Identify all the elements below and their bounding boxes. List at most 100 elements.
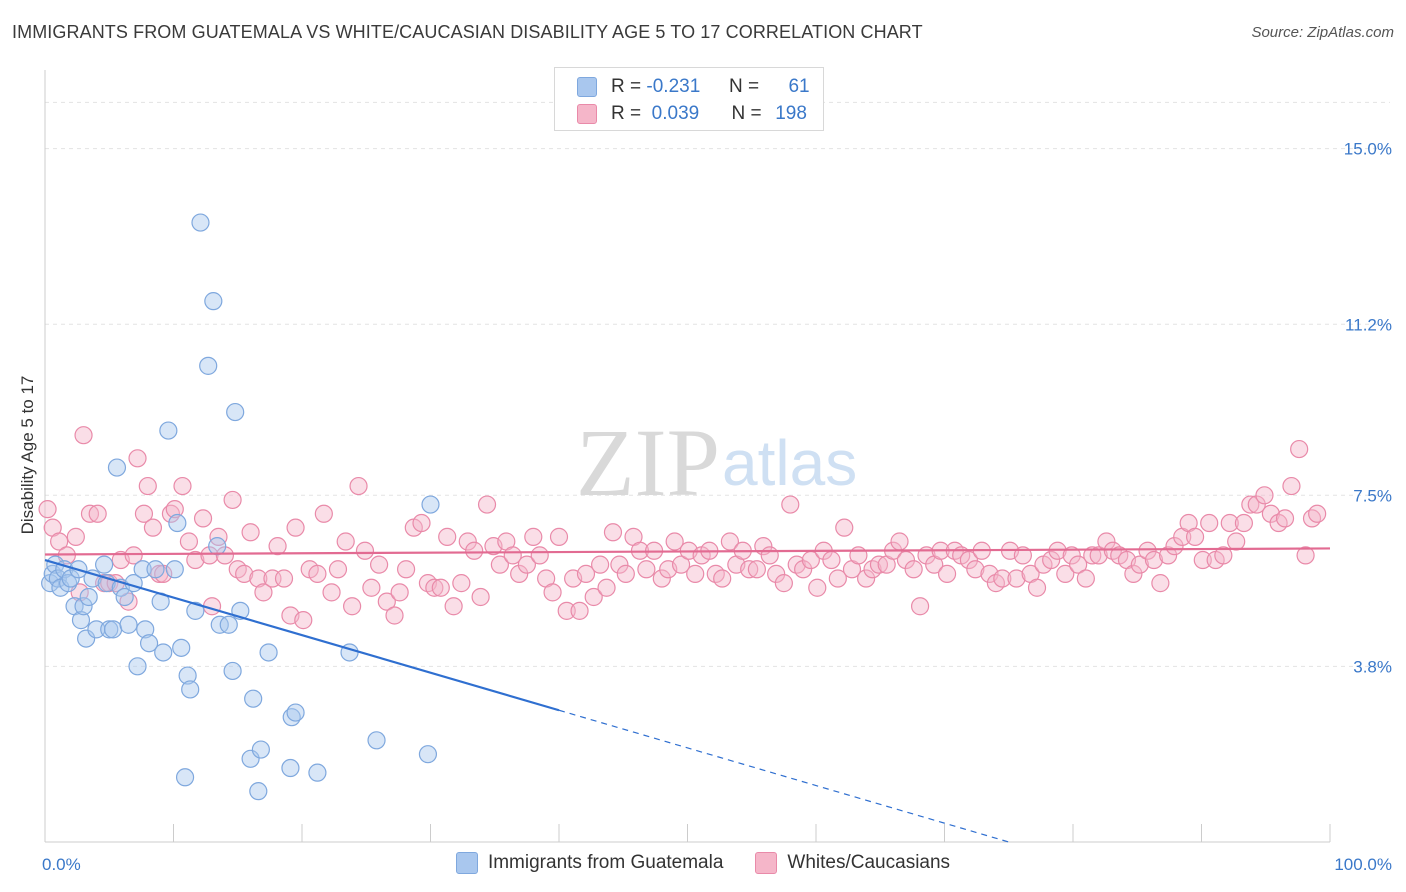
point-whites xyxy=(530,546,549,565)
point-whites xyxy=(570,601,589,620)
point-whites xyxy=(396,560,416,579)
point-guatemala xyxy=(136,620,155,639)
point-whites xyxy=(349,476,368,496)
point-guatemala xyxy=(61,569,80,588)
point-guatemala xyxy=(159,421,178,440)
point-whites xyxy=(686,564,705,583)
point-guatemala xyxy=(107,458,127,477)
point-whites xyxy=(1220,513,1239,533)
watermark-zip: ZIP xyxy=(576,409,720,516)
point-whites xyxy=(1200,513,1219,533)
legend-n-label: N = xyxy=(731,103,762,124)
point-guatemala xyxy=(249,782,268,801)
point-guatemala xyxy=(79,587,98,607)
point-whites xyxy=(377,592,396,611)
point-guatemala xyxy=(168,513,187,533)
point-whites xyxy=(774,574,793,593)
point-guatemala xyxy=(172,638,191,657)
point-guatemala xyxy=(115,587,134,607)
point-whites xyxy=(134,504,154,523)
point-guatemala xyxy=(244,689,263,708)
point-whites xyxy=(465,541,484,560)
point-whites xyxy=(1214,546,1233,565)
point-whites xyxy=(385,606,404,625)
legend-item-guatemala: Immigrants from Guatemala xyxy=(455,852,724,874)
point-whites xyxy=(390,583,409,602)
point-whites xyxy=(308,564,327,583)
point-whites xyxy=(576,564,596,583)
point-whites xyxy=(597,578,616,597)
legend-row-guatemala: R = -0.231 N = 61 xyxy=(577,74,810,100)
trend-line-guatemala xyxy=(44,558,560,712)
point-whites xyxy=(355,541,375,560)
point-whites xyxy=(1056,564,1075,583)
point-guatemala xyxy=(204,292,223,311)
point-guatemala xyxy=(367,731,386,750)
point-guatemala xyxy=(74,597,93,616)
point-whites xyxy=(444,597,463,616)
point-guatemala xyxy=(208,537,227,556)
trend-line-whites xyxy=(44,547,1331,556)
point-whites xyxy=(1193,550,1212,570)
point-whites xyxy=(781,495,800,514)
point-whites xyxy=(510,564,529,583)
legend-swatch-whites xyxy=(577,104,597,124)
point-whites xyxy=(209,527,228,546)
point-whites xyxy=(1227,532,1246,551)
point-whites xyxy=(993,569,1012,588)
point-whites xyxy=(910,597,930,616)
point-guatemala xyxy=(165,560,184,579)
point-whites xyxy=(1247,495,1266,514)
legend-swatch-whites xyxy=(755,852,778,874)
point-guatemala xyxy=(191,213,210,232)
point-whites xyxy=(584,587,603,607)
point-guatemala xyxy=(281,758,300,778)
point-guatemala xyxy=(259,643,278,662)
point-whites xyxy=(322,583,341,602)
point-whites xyxy=(254,583,273,602)
trend-lines xyxy=(44,547,1331,843)
point-guatemala xyxy=(226,402,245,422)
point-guatemala xyxy=(128,657,147,676)
point-whites xyxy=(890,532,909,551)
point-guatemala xyxy=(146,560,165,579)
point-whites xyxy=(1308,504,1327,523)
point-whites xyxy=(1083,546,1102,565)
point-whites xyxy=(343,597,362,616)
point-guatemala xyxy=(139,634,159,653)
point-whites xyxy=(959,550,979,570)
y-tick-label: 7.5% xyxy=(1353,486,1392,505)
point-whites xyxy=(274,569,294,588)
point-whites xyxy=(1255,486,1274,505)
point-whites xyxy=(286,518,305,537)
point-guatemala xyxy=(199,356,218,375)
point-whites xyxy=(1130,555,1149,574)
y-tick-label: 3.8% xyxy=(1353,657,1392,676)
legend-r-value: 0.039 xyxy=(651,103,700,124)
point-whites xyxy=(1062,546,1081,565)
point-guatemala xyxy=(95,555,114,574)
point-whites xyxy=(1042,550,1061,570)
point-whites xyxy=(603,523,623,542)
legend-label-guatemala: Immigrants from Guatemala xyxy=(487,852,724,873)
point-whites xyxy=(223,490,242,510)
point-whites xyxy=(1296,546,1315,565)
point-whites xyxy=(193,509,213,528)
point-whites xyxy=(652,569,671,588)
point-whites xyxy=(822,550,841,570)
point-guatemala xyxy=(175,768,195,787)
point-whites xyxy=(370,555,389,574)
point-whites xyxy=(616,564,635,583)
point-whites xyxy=(794,560,813,579)
legend-r-value: -0.231 xyxy=(646,76,701,97)
point-whites xyxy=(80,504,100,523)
point-whites xyxy=(452,574,471,593)
point-whites xyxy=(1138,541,1157,560)
point-whites xyxy=(1089,546,1108,565)
series-legend: Immigrants from Guatemala Whites/Caucasi… xyxy=(0,852,1406,874)
point-whites xyxy=(165,500,184,519)
point-whites xyxy=(66,527,85,546)
point-whites xyxy=(665,532,684,551)
point-guatemala xyxy=(100,620,119,639)
